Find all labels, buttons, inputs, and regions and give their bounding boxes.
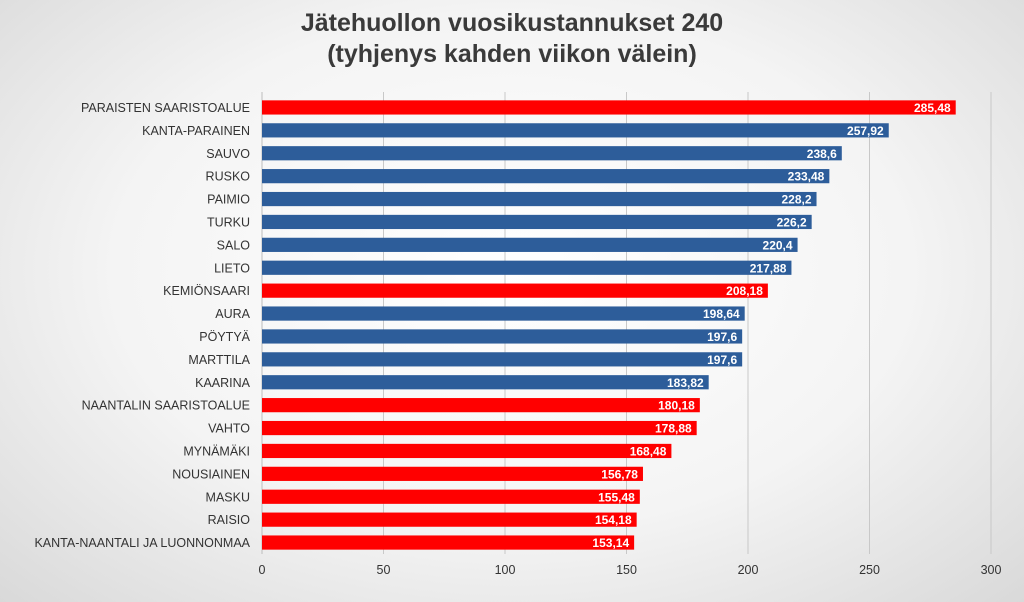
category-label: PAIMIO bbox=[207, 193, 250, 207]
data-label: 156,78 bbox=[601, 467, 638, 481]
category-label: KAARINA bbox=[195, 376, 251, 390]
category-label: SAUVO bbox=[206, 147, 250, 161]
data-label: 285,48 bbox=[914, 101, 951, 115]
category-label: VAHTO bbox=[208, 422, 250, 436]
bar bbox=[262, 420, 697, 436]
data-label: 197,6 bbox=[707, 353, 737, 367]
data-label: 197,6 bbox=[707, 330, 737, 344]
category-label: NOUSIAINEN bbox=[172, 467, 250, 481]
bar bbox=[262, 535, 635, 550]
data-label: 233,48 bbox=[788, 170, 825, 184]
bar bbox=[262, 375, 709, 390]
category-label: TURKU bbox=[207, 215, 250, 229]
data-label: 180,18 bbox=[658, 399, 695, 413]
category-label: RUSKO bbox=[206, 170, 251, 184]
data-label: 178,88 bbox=[655, 422, 692, 436]
data-label: 168,48 bbox=[630, 444, 667, 458]
category-label: PARAISTEN SAARISTOALUE bbox=[81, 101, 250, 115]
bar bbox=[262, 398, 700, 413]
data-label: 208,18 bbox=[726, 284, 763, 298]
category-label: MYNÄMÄKI bbox=[183, 444, 250, 458]
bar bbox=[262, 237, 798, 252]
data-label: 198,64 bbox=[703, 307, 740, 321]
category-label: AURA bbox=[215, 307, 250, 321]
data-label: 217,88 bbox=[750, 261, 787, 275]
bar bbox=[262, 283, 768, 298]
bar bbox=[262, 191, 817, 207]
bar bbox=[262, 512, 637, 527]
bar bbox=[262, 329, 743, 344]
chart-title: Jätehuollon vuosikustannukset 240 (tyhje… bbox=[0, 8, 1024, 70]
bar bbox=[262, 123, 889, 138]
x-tick-label: 200 bbox=[738, 563, 759, 577]
bar bbox=[262, 352, 743, 367]
chart-title-line-1: Jätehuollon vuosikustannukset 240 bbox=[300, 9, 724, 37]
data-label: 155,48 bbox=[598, 490, 635, 504]
bar bbox=[262, 214, 812, 230]
category-label: KANTA-PARAINEN bbox=[142, 124, 250, 138]
bar bbox=[262, 260, 792, 275]
bar bbox=[262, 169, 830, 184]
bar bbox=[262, 100, 956, 115]
data-label: 220,4 bbox=[763, 238, 793, 252]
category-label: KEMIÖNSAARI bbox=[163, 284, 250, 298]
bar bbox=[262, 306, 745, 321]
bar bbox=[262, 443, 672, 459]
category-label: LIETO bbox=[214, 261, 250, 275]
bar bbox=[262, 466, 643, 481]
bar bbox=[262, 146, 842, 161]
data-label: 238,6 bbox=[807, 147, 837, 161]
category-label: NAANTALIN SAARISTOALUE bbox=[82, 399, 250, 413]
data-label: 153,14 bbox=[592, 536, 629, 550]
data-label: 226,2 bbox=[777, 215, 807, 229]
x-tick-label: 150 bbox=[616, 563, 637, 577]
data-label: 228,2 bbox=[781, 193, 811, 207]
x-tick-label: 50 bbox=[377, 563, 391, 577]
x-tick-label: 0 bbox=[259, 563, 266, 577]
category-label: MASKU bbox=[206, 490, 250, 504]
bar bbox=[262, 489, 640, 504]
data-label: 154,18 bbox=[595, 513, 632, 527]
category-label: PÖYTYÄ bbox=[199, 330, 250, 344]
category-label: RAISIO bbox=[208, 513, 251, 527]
category-label: KANTA-NAANTALI JA LUONNONMAA bbox=[34, 536, 250, 550]
category-label: SALO bbox=[217, 238, 251, 252]
category-label: MARTTILA bbox=[188, 353, 250, 367]
data-label: 183,82 bbox=[667, 376, 704, 390]
chart-title-line-2: (tyhjenys kahden viikon välein) bbox=[327, 40, 697, 68]
x-tick-label: 300 bbox=[981, 563, 1002, 577]
data-label: 257,92 bbox=[847, 124, 884, 138]
x-tick-label: 250 bbox=[859, 563, 880, 577]
x-tick-label: 100 bbox=[495, 563, 516, 577]
